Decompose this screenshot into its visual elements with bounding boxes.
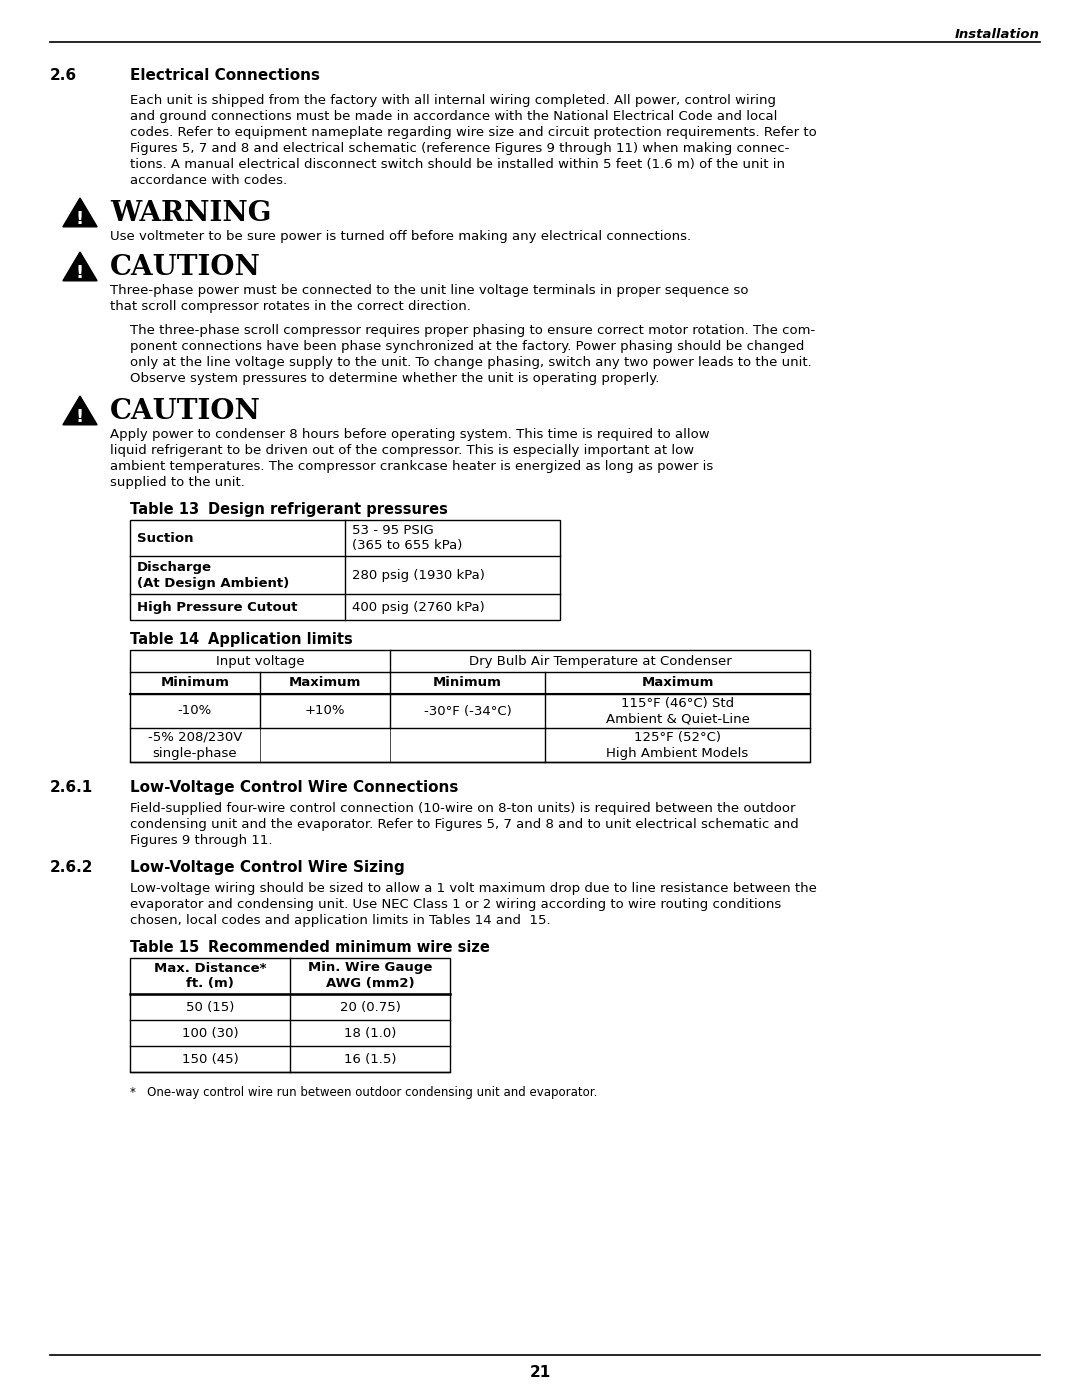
Text: 115°F (46°C) Std
Ambient & Quiet-Line: 115°F (46°C) Std Ambient & Quiet-Line <box>606 697 750 725</box>
Text: Dry Bulb Air Temperature at Condenser: Dry Bulb Air Temperature at Condenser <box>469 655 731 668</box>
Text: Low-Voltage Control Wire Connections: Low-Voltage Control Wire Connections <box>130 780 458 795</box>
Text: Three-phase power must be connected to the unit line voltage terminals in proper: Three-phase power must be connected to t… <box>110 284 748 298</box>
Text: Minimum: Minimum <box>433 676 502 690</box>
Text: CAUTION: CAUTION <box>110 398 261 425</box>
Text: 50 (15): 50 (15) <box>186 1000 234 1013</box>
Text: Apply power to condenser 8 hours before operating system. This time is required : Apply power to condenser 8 hours before … <box>110 427 710 441</box>
Text: Input voltage: Input voltage <box>216 655 305 668</box>
Text: 18 (1.0): 18 (1.0) <box>343 1027 396 1039</box>
Text: !: ! <box>76 210 84 228</box>
Text: evaporator and condensing unit. Use NEC Class 1 or 2 wiring according to wire ro: evaporator and condensing unit. Use NEC … <box>130 898 781 911</box>
Polygon shape <box>63 198 97 226</box>
Text: Installation: Installation <box>955 28 1040 41</box>
Text: Design refrigerant pressures: Design refrigerant pressures <box>208 502 448 517</box>
Text: codes. Refer to equipment nameplate regarding wire size and circuit protection r: codes. Refer to equipment nameplate rega… <box>130 126 816 138</box>
Text: 53 - 95 PSIG
(365 to 655 kPa): 53 - 95 PSIG (365 to 655 kPa) <box>352 524 462 552</box>
Text: Electrical Connections: Electrical Connections <box>130 68 320 82</box>
Text: chosen, local codes and application limits in Tables 14 and  15.: chosen, local codes and application limi… <box>130 914 551 928</box>
Text: Low-Voltage Control Wire Sizing: Low-Voltage Control Wire Sizing <box>130 861 405 875</box>
Text: -30°F (-34°C): -30°F (-34°C) <box>423 704 511 718</box>
Text: Figures 9 through 11.: Figures 9 through 11. <box>130 834 272 847</box>
Text: 150 (45): 150 (45) <box>181 1052 239 1066</box>
Text: Application limits: Application limits <box>208 631 353 647</box>
Bar <box>130 650 810 761</box>
Text: supplied to the unit.: supplied to the unit. <box>110 476 245 489</box>
Text: and ground connections must be made in accordance with the National Electrical C: and ground connections must be made in a… <box>130 110 778 123</box>
Text: Maximum: Maximum <box>288 676 361 690</box>
Bar <box>130 520 561 620</box>
Text: Minimum: Minimum <box>161 676 229 690</box>
Text: Discharge
(At Design Ambient): Discharge (At Design Ambient) <box>137 560 289 590</box>
Polygon shape <box>63 395 97 425</box>
Bar <box>130 958 450 1071</box>
Text: Low-voltage wiring should be sized to allow a 1 volt maximum drop due to line re: Low-voltage wiring should be sized to al… <box>130 882 816 895</box>
Text: ponent connections have been phase synchronized at the factory. Power phasing sh: ponent connections have been phase synch… <box>130 339 805 353</box>
Text: Table 13: Table 13 <box>130 502 199 517</box>
Text: accordance with codes.: accordance with codes. <box>130 175 287 187</box>
Text: -5% 208/230V
single-phase: -5% 208/230V single-phase <box>148 731 242 760</box>
Text: Max. Distance*
ft. (m): Max. Distance* ft. (m) <box>153 961 267 990</box>
Text: 125°F (52°C)
High Ambient Models: 125°F (52°C) High Ambient Models <box>606 731 748 760</box>
Text: The three-phase scroll compressor requires proper phasing to ensure correct moto: The three-phase scroll compressor requir… <box>130 324 815 337</box>
Text: 20 (0.75): 20 (0.75) <box>339 1000 401 1013</box>
Text: Each unit is shipped from the factory with all internal wiring completed. All po: Each unit is shipped from the factory wi… <box>130 94 777 108</box>
Text: 2.6.2: 2.6.2 <box>50 861 94 875</box>
Text: Figures 5, 7 and 8 and electrical schematic (reference Figures 9 through 11) whe: Figures 5, 7 and 8 and electrical schema… <box>130 142 789 155</box>
Text: condensing unit and the evaporator. Refer to Figures 5, 7 and 8 and to unit elec: condensing unit and the evaporator. Refe… <box>130 819 799 831</box>
Text: Maximum: Maximum <box>642 676 714 690</box>
Text: tions. A manual electrical disconnect switch should be installed within 5 feet (: tions. A manual electrical disconnect sw… <box>130 158 785 170</box>
Text: +10%: +10% <box>305 704 346 718</box>
Text: !: ! <box>76 408 84 426</box>
Text: Use voltmeter to be sure power is turned off before making any electrical connec: Use voltmeter to be sure power is turned… <box>110 231 691 243</box>
Text: ambient temperatures. The compressor crankcase heater is energized as long as po: ambient temperatures. The compressor cra… <box>110 460 713 474</box>
Text: 2.6: 2.6 <box>50 68 77 82</box>
Text: 100 (30): 100 (30) <box>181 1027 239 1039</box>
Text: *   One-way control wire run between outdoor condensing unit and evaporator.: * One-way control wire run between outdo… <box>130 1085 597 1099</box>
Text: -10%: -10% <box>178 704 212 718</box>
Text: 21: 21 <box>529 1365 551 1380</box>
Text: Field-supplied four-wire control connection (10-wire on 8-ton units) is required: Field-supplied four-wire control connect… <box>130 802 796 814</box>
Text: Suction: Suction <box>137 531 193 545</box>
Text: Table 14: Table 14 <box>130 631 199 647</box>
Text: Recommended minimum wire size: Recommended minimum wire size <box>208 940 490 956</box>
Text: High Pressure Cutout: High Pressure Cutout <box>137 601 297 613</box>
Text: liquid refrigerant to be driven out of the compressor. This is especially import: liquid refrigerant to be driven out of t… <box>110 444 694 457</box>
Text: Min. Wire Gauge
AWG (mm2): Min. Wire Gauge AWG (mm2) <box>308 961 432 990</box>
Text: only at the line voltage supply to the unit. To change phasing, switch any two p: only at the line voltage supply to the u… <box>130 356 812 369</box>
Text: 16 (1.5): 16 (1.5) <box>343 1052 396 1066</box>
Text: 400 psig (2760 kPa): 400 psig (2760 kPa) <box>352 601 485 613</box>
Text: WARNING: WARNING <box>110 200 271 226</box>
Text: Table 15: Table 15 <box>130 940 199 956</box>
Text: 2.6.1: 2.6.1 <box>50 780 93 795</box>
Polygon shape <box>63 251 97 281</box>
Text: !: ! <box>76 264 84 282</box>
Text: CAUTION: CAUTION <box>110 254 261 281</box>
Text: 280 psig (1930 kPa): 280 psig (1930 kPa) <box>352 569 485 581</box>
Text: that scroll compressor rotates in the correct direction.: that scroll compressor rotates in the co… <box>110 300 471 313</box>
Text: Observe system pressures to determine whether the unit is operating properly.: Observe system pressures to determine wh… <box>130 372 660 386</box>
